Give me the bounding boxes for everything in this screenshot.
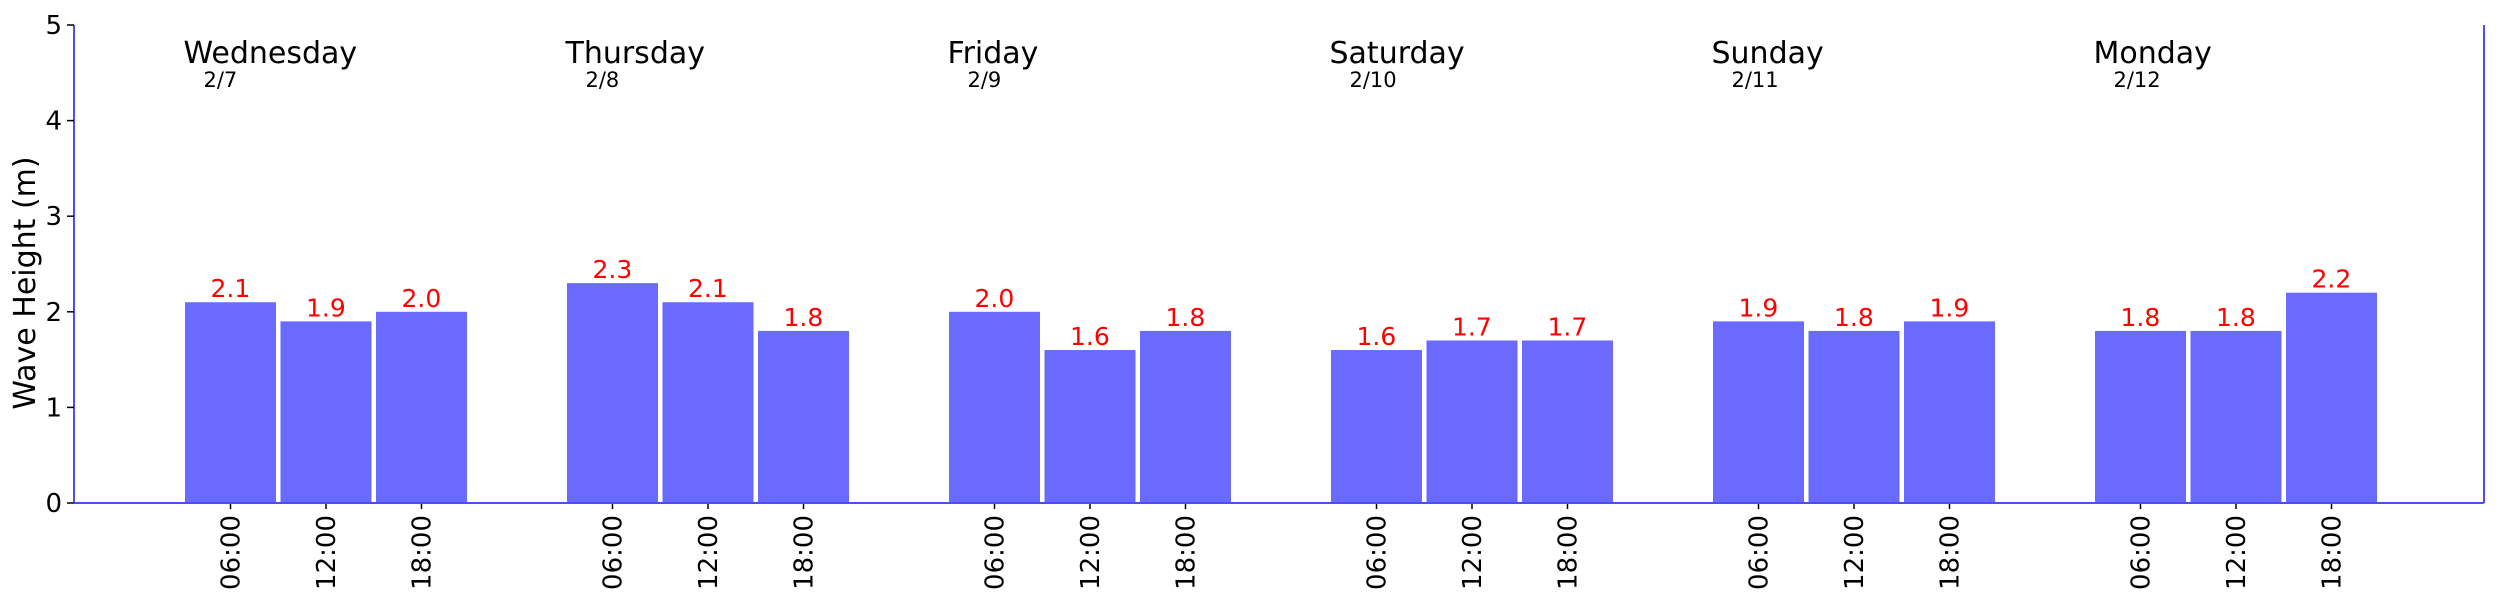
bar-sunday-0600 bbox=[1713, 321, 1804, 503]
value-label-thursday-1800: 1.8 bbox=[784, 303, 824, 332]
day-label-saturday: Saturday bbox=[1330, 36, 1465, 71]
value-label-wednesday-0600: 2.1 bbox=[211, 274, 251, 303]
x-tick-label-thursday-1800: 18:00 bbox=[790, 515, 820, 590]
bars-layer bbox=[185, 283, 2377, 503]
bar-friday-0600 bbox=[949, 311, 1040, 503]
x-tick-label-thursday-1200: 12:00 bbox=[694, 515, 724, 590]
value-label-monday-0600: 1.8 bbox=[2121, 303, 2161, 332]
value-label-friday-0600: 2.0 bbox=[975, 284, 1015, 313]
x-tick-label-monday-0600: 06:00 bbox=[2127, 515, 2157, 590]
x-tick-label-friday-1800: 18:00 bbox=[1172, 515, 1202, 590]
bar-thursday-1800 bbox=[758, 330, 849, 503]
x-tick-label-friday-0600: 06:00 bbox=[981, 515, 1011, 590]
x-tick-label-saturday-0600: 06:00 bbox=[1363, 515, 1393, 590]
x-tick-label-friday-1200: 12:00 bbox=[1076, 515, 1106, 590]
x-tick-label-sunday-1200: 12:00 bbox=[1840, 515, 1870, 590]
x-tick-label-wednesday-1800: 18:00 bbox=[408, 515, 438, 590]
y-tick-label-2: 2 bbox=[45, 298, 62, 328]
value-label-thursday-0600: 2.3 bbox=[593, 255, 633, 284]
bar-wednesday-0600 bbox=[185, 302, 276, 503]
bar-monday-1800 bbox=[2286, 292, 2377, 503]
x-tick-label-saturday-1800: 18:00 bbox=[1554, 515, 1584, 590]
bar-thursday-1200 bbox=[662, 302, 754, 503]
bar-sunday-1200 bbox=[1808, 330, 1900, 503]
y-tick-label-4: 4 bbox=[45, 107, 62, 137]
value-label-saturday-0600: 1.6 bbox=[1357, 322, 1397, 351]
x-tick-label-monday-1200: 12:00 bbox=[2222, 515, 2252, 590]
value-label-sunday-0600: 1.9 bbox=[1739, 293, 1779, 322]
date-label-monday: 2/12 bbox=[2114, 68, 2161, 92]
day-label-thursday: Thursday bbox=[565, 36, 706, 71]
bar-wednesday-1800 bbox=[376, 311, 467, 503]
y-tick-label-5: 5 bbox=[45, 11, 62, 41]
bar-monday-0600 bbox=[2095, 330, 2186, 503]
x-tick-label-wednesday-1200: 12:00 bbox=[312, 515, 342, 590]
y-tick-label-1: 1 bbox=[45, 393, 62, 423]
value-label-sunday-1200: 1.8 bbox=[1834, 303, 1874, 332]
day-label-monday: Monday bbox=[2094, 36, 2212, 71]
y-tick-label-3: 3 bbox=[45, 202, 62, 232]
date-label-saturday: 2/10 bbox=[1350, 68, 1397, 92]
bar-saturday-0600 bbox=[1331, 350, 1422, 503]
x-tick-label-monday-1800: 18:00 bbox=[2318, 515, 2348, 590]
value-label-saturday-1200: 1.7 bbox=[1452, 312, 1492, 341]
x-tick-label-sunday-0600: 06:00 bbox=[1745, 515, 1775, 590]
date-label-thursday: 2/8 bbox=[586, 68, 620, 92]
axes-layer: 0 1 2 3 4 5 bbox=[45, 11, 2485, 519]
x-tick-label-wednesday-0600: 06:00 bbox=[217, 515, 247, 590]
value-label-thursday-1200: 2.1 bbox=[688, 274, 728, 303]
date-label-wednesday: 2/7 bbox=[204, 68, 238, 92]
value-label-wednesday-1200: 1.9 bbox=[306, 293, 346, 322]
bar-wednesday-1200 bbox=[280, 321, 372, 503]
value-label-friday-1200: 1.6 bbox=[1070, 322, 1110, 351]
date-label-friday: 2/9 bbox=[968, 68, 1002, 92]
bar-saturday-1200 bbox=[1426, 340, 1518, 503]
bar-sunday-1800 bbox=[1904, 321, 1995, 503]
bar-friday-1200 bbox=[1044, 350, 1136, 503]
day-label-sunday: Sunday bbox=[1712, 36, 1824, 71]
x-tick-label-thursday-0600: 06:00 bbox=[599, 515, 629, 590]
y-axis-label: Wave Height (m) bbox=[8, 156, 43, 409]
bar-friday-1800 bbox=[1140, 330, 1231, 503]
bar-saturday-1800 bbox=[1522, 340, 1613, 503]
value-label-sunday-1800: 1.9 bbox=[1930, 293, 1970, 322]
date-label-sunday: 2/11 bbox=[1732, 68, 1779, 92]
day-label-wednesday: Wednesday bbox=[184, 36, 358, 71]
x-tick-label-saturday-1200: 12:00 bbox=[1458, 515, 1488, 590]
value-label-monday-1200: 1.8 bbox=[2216, 303, 2256, 332]
bar-monday-1200 bbox=[2190, 330, 2282, 503]
value-label-monday-1800: 2.2 bbox=[2312, 265, 2352, 294]
value-label-wednesday-1800: 2.0 bbox=[402, 284, 442, 313]
value-label-friday-1800: 1.8 bbox=[1166, 303, 1206, 332]
day-label-friday: Friday bbox=[948, 36, 1039, 71]
x-tick-label-sunday-1800: 18:00 bbox=[1936, 515, 1966, 590]
value-label-saturday-1800: 1.7 bbox=[1548, 312, 1588, 341]
bar-thursday-0600 bbox=[567, 283, 658, 503]
y-tick-label-0: 0 bbox=[45, 489, 62, 519]
